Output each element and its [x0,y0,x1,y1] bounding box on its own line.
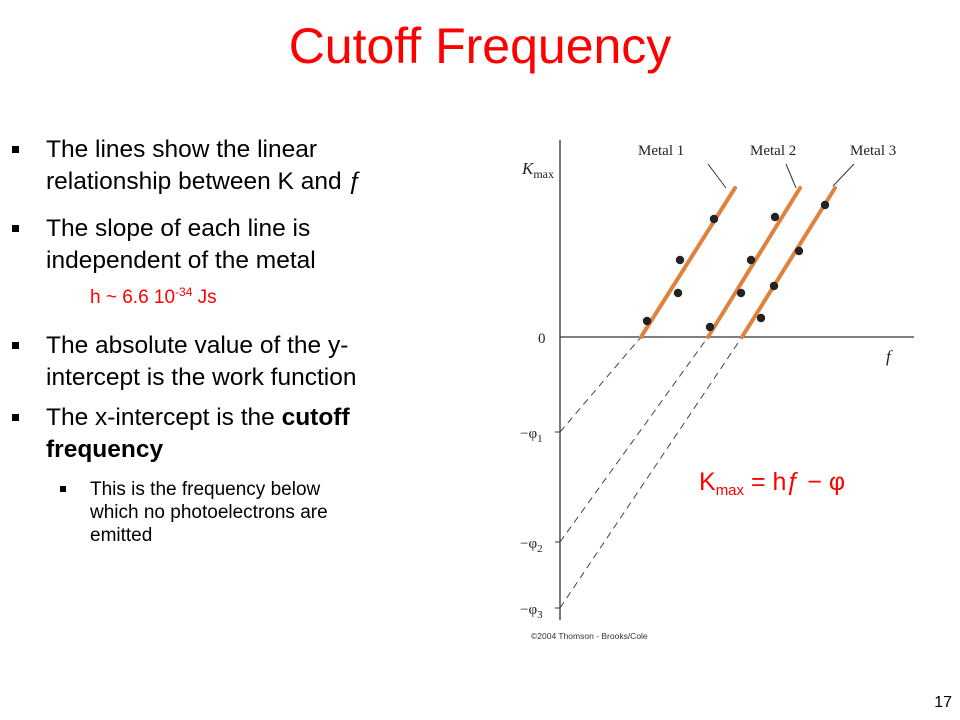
planck-exponent: -34 [175,285,193,299]
bullet-text: The absolute value of the y- [46,332,349,359]
phi-symbol: −φ [520,602,537,618]
sub-bullet-marker [60,486,66,492]
sub-bullet-text: emitted [90,525,153,546]
data-point [736,288,746,298]
intercept-label-phi-1: −φ1 [520,426,543,445]
intercept-label-phi-2: −φ2 [520,536,543,555]
data-point [770,212,780,222]
data-point [746,255,756,265]
extrapolation-metal-2 [559,336,709,543]
data-point [705,322,715,332]
planck-constant-note: h ~ 6.6 10-34 Js [90,286,217,310]
phi-symbol: −φ [520,426,537,442]
equation-rest: = hƒ − φ [744,468,846,496]
label-metal-2: Metal 2 [750,143,796,159]
planck-suffix: Js [192,287,217,308]
bullet-item-cutoff: The x-intercept is the cutoff frequency [12,402,350,466]
bullet-marker [12,225,19,232]
slide-title: Cutoff Frequency [288,18,672,74]
photoelectric-graph: Metal 1 Metal 2 Metal 3 Kmax f 0 −φ1 −φ2… [520,140,914,621]
data-point [769,281,779,291]
leader-line-metal-1 [707,163,727,189]
bullet-text: relationship between K and ƒ [46,168,362,195]
line-metal-1 [639,186,737,339]
bullet-bold-text: cutoff [281,404,350,431]
bullet-text: The x-intercept is the [46,404,282,431]
bullet-item-work-function: The absolute value of the y- intercept i… [12,330,357,394]
bullet-text: The slope of each line is [46,215,311,242]
phi-symbol: −φ [520,536,537,552]
bullet-marker [12,342,19,349]
bullet-item-slope: The slope of each line is independent of… [12,213,316,277]
phi-subscript: 2 [537,543,543,555]
y-axis-label-main: K [521,159,535,178]
bullet-item-linear: The lines show the linear relationship b… [12,134,362,198]
equation-subscript: max [715,482,745,499]
bullet-marker [12,146,19,153]
line-metal-3 [740,186,837,339]
data-point [675,255,685,265]
sub-bullet-text: This is the frequency below [90,479,321,500]
data-point [642,316,652,326]
y-axis-label: Kmax [521,159,554,181]
label-metal-1: Metal 1 [638,143,684,159]
leader-line-metal-3 [832,163,855,187]
x-axis-label: f [886,347,893,366]
bullet-bold-text: frequency [46,436,164,463]
planck-prefix: h ~ 6.6 10 [90,287,176,308]
extrapolation-metal-3 [559,336,743,609]
bullet-text: independent of the metal [46,247,316,274]
copyright-notice: ©2004 Thomson - Brooks/Cole [531,631,648,641]
phi-subscript: 3 [537,609,543,621]
label-metal-3: Metal 3 [850,143,896,159]
data-point [673,288,683,298]
page-number: 17 [934,694,952,711]
intercept-label-phi-3: −φ3 [520,602,543,621]
leader-line-metal-2 [785,163,797,189]
bullet-text: intercept is the work function [46,364,357,391]
y-axis-label-sub: max [533,167,554,181]
data-point [794,246,804,256]
sub-bullet-item: This is the frequency below which no pho… [60,478,328,547]
bullet-marker [12,414,19,421]
data-point [820,200,830,210]
equation-k: K [699,468,716,496]
bullet-text: The lines show the linear [46,136,318,163]
phi-subscript: 1 [537,433,543,445]
extrapolation-metal-1 [559,336,642,433]
sub-bullet-text: which no photoelectrons are [90,502,328,523]
data-point [709,214,719,224]
origin-label: 0 [538,331,546,347]
data-point [756,313,766,323]
equation: Kmax = hƒ − φ [699,468,846,499]
